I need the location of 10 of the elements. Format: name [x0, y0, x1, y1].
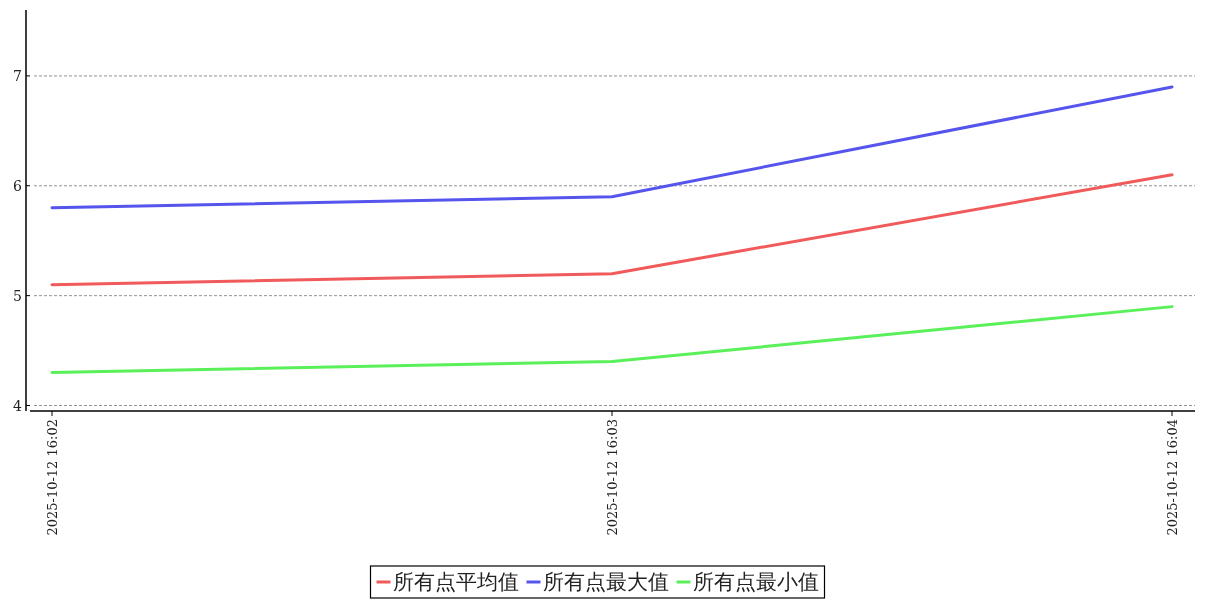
- legend-label: 所有点最大值: [542, 570, 669, 594]
- legend-label: 所有点最小值: [692, 570, 819, 594]
- x-tick-label: 2025-10-12 16:03: [605, 419, 620, 536]
- x-tick-label: 2025-10-12 16:04: [1165, 419, 1180, 536]
- y-tick-label: 7: [13, 67, 22, 84]
- x-tick-label: 2025-10-12 16:02: [45, 419, 60, 536]
- y-tick-label: 6: [13, 177, 23, 194]
- y-tick-label: 4: [13, 397, 23, 414]
- legend-label: 所有点平均值: [392, 570, 519, 594]
- y-tick-label: 5: [13, 287, 22, 304]
